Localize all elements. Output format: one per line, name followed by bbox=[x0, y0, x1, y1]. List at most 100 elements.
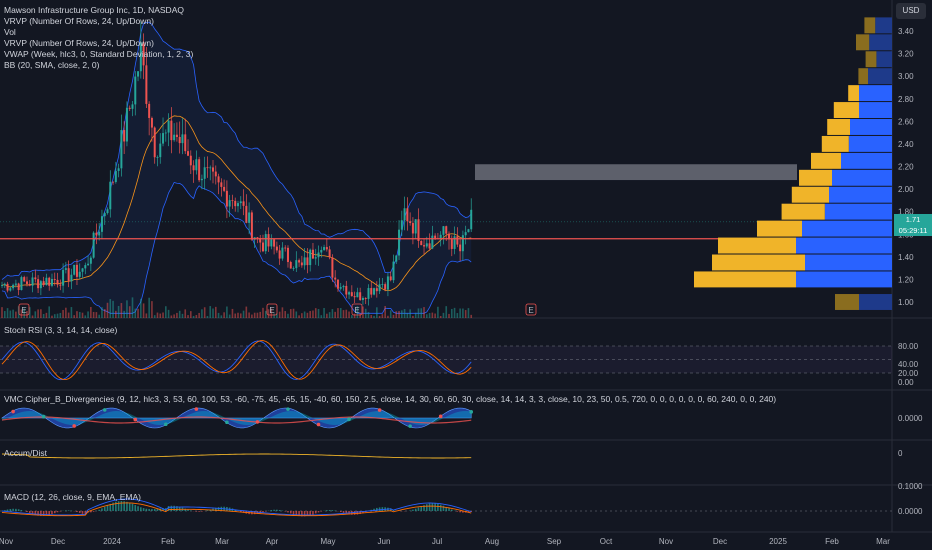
macd-label[interactable]: MACD (12, 26, close, 9, EMA, EMA) bbox=[4, 492, 141, 502]
candle-body bbox=[411, 223, 414, 234]
volume-bar bbox=[181, 313, 184, 318]
candle-body bbox=[164, 132, 167, 134]
volume-bar bbox=[409, 309, 411, 318]
candle-body bbox=[434, 235, 437, 239]
candle-body bbox=[112, 181, 115, 183]
candle-body bbox=[145, 65, 148, 104]
volume-bar bbox=[450, 308, 453, 318]
macd-histogram-bar bbox=[51, 511, 53, 515]
vmc-label[interactable]: VMC Cipher_B_Divergencies (9, 12, hlc3, … bbox=[4, 394, 777, 404]
volume-bar bbox=[270, 308, 273, 318]
candle-body bbox=[467, 229, 470, 233]
macd-histogram-bar bbox=[462, 511, 464, 513]
volume-bar bbox=[273, 313, 275, 318]
candle-body bbox=[248, 212, 251, 223]
volume-bar bbox=[165, 306, 167, 318]
vmc-signal-dot bbox=[11, 409, 15, 414]
volume-profile-up-bar bbox=[875, 17, 892, 34]
earnings-marker bbox=[266, 303, 278, 316]
volume-bar bbox=[15, 311, 17, 318]
volume-bar bbox=[242, 310, 245, 318]
candle-body bbox=[131, 104, 134, 109]
accum-dist-label[interactable]: Accum/Dist bbox=[4, 448, 47, 458]
volume-bar bbox=[373, 315, 375, 318]
stoch-rsi-label[interactable]: Stoch RSI (3, 3, 14, 14, close) bbox=[4, 325, 118, 335]
macd-histogram-bar bbox=[106, 505, 109, 511]
indicator-label-vol[interactable]: Vol bbox=[4, 27, 16, 37]
volume-bar bbox=[259, 311, 262, 318]
volume-profile-up-bar bbox=[850, 119, 892, 135]
macd-histogram-bar bbox=[442, 505, 445, 511]
volume-bar bbox=[376, 307, 378, 318]
volume-bar bbox=[412, 315, 414, 318]
candle-body bbox=[39, 281, 42, 289]
candle-body bbox=[81, 268, 84, 272]
macd-histogram-bar bbox=[101, 508, 103, 511]
candle-body bbox=[67, 268, 70, 282]
macd-histogram-bar bbox=[37, 511, 39, 516]
macd-histogram-bar bbox=[434, 503, 436, 511]
indicator-label-vwap[interactable]: VWAP (Week, hlc3, 0, Standard Deviation,… bbox=[4, 49, 194, 59]
volume-bar bbox=[370, 315, 373, 318]
macd-histogram-bar bbox=[45, 511, 48, 516]
candle-body bbox=[9, 288, 12, 291]
volume-profile-down-bar bbox=[848, 85, 859, 102]
macd-histogram-bar bbox=[214, 507, 217, 511]
volume-bar bbox=[62, 310, 64, 318]
macd-histogram-bar bbox=[153, 508, 156, 511]
volume-bar bbox=[445, 306, 448, 318]
volume-bar bbox=[167, 309, 170, 318]
price-tick-label: 1.00 bbox=[898, 298, 914, 307]
macd-histogram-bar bbox=[309, 511, 311, 516]
indicator-label-vrvp-2[interactable]: VRVP (Number Of Rows, 24, Up/Down) bbox=[4, 38, 154, 48]
macd-histogram-bar bbox=[459, 511, 461, 513]
volume-bar bbox=[203, 307, 206, 318]
macd-histogram-bar bbox=[134, 505, 137, 511]
volume-bar bbox=[131, 297, 134, 318]
indicator-label-bb[interactable]: BB (20, SMA, close, 2, 0) bbox=[4, 60, 100, 70]
macd-histogram-bar bbox=[112, 502, 114, 511]
volume-bar bbox=[217, 312, 220, 318]
accum-dist-line bbox=[1, 453, 472, 459]
candle-body bbox=[392, 261, 395, 281]
volume-profile-up-bar bbox=[848, 135, 892, 152]
volume-profile-down-bar bbox=[827, 119, 850, 135]
candle-body bbox=[270, 239, 273, 247]
volume-bar bbox=[1, 307, 3, 318]
macd-histogram-bar bbox=[170, 505, 173, 511]
currency-button[interactable]: USD bbox=[896, 3, 926, 19]
macd-histogram-bar bbox=[76, 511, 78, 513]
macd-histogram-bar bbox=[20, 509, 23, 511]
time-tick-label: Feb bbox=[825, 537, 839, 546]
candle-body bbox=[300, 262, 303, 266]
macd-histogram-bar bbox=[428, 503, 431, 511]
volume-bar bbox=[276, 313, 278, 318]
candle-body bbox=[225, 190, 228, 207]
candle-body bbox=[398, 229, 401, 256]
volume-bar bbox=[184, 309, 187, 318]
candle-body bbox=[395, 255, 398, 262]
volume-bar bbox=[128, 306, 131, 318]
vmc-signal-dot bbox=[72, 424, 76, 428]
volume-bar bbox=[284, 311, 286, 318]
volume-profile-up-bar bbox=[859, 294, 892, 310]
candle-body bbox=[439, 234, 442, 239]
indicator-label-vrvp-1[interactable]: VRVP (Number Of Rows, 24, Up/Down) bbox=[4, 16, 154, 26]
vmc-signal-dot bbox=[438, 414, 443, 419]
volume-bar bbox=[45, 312, 48, 318]
volume-bar bbox=[103, 309, 106, 318]
vmc-signal-dot bbox=[408, 424, 412, 428]
volume-bar bbox=[239, 313, 242, 318]
candle-body bbox=[245, 205, 248, 223]
volume-profile-down-bar bbox=[712, 254, 805, 271]
macd-histogram-bar bbox=[92, 511, 95, 512]
candle-body bbox=[109, 181, 112, 210]
candle-body bbox=[159, 143, 162, 158]
volume-bar bbox=[367, 312, 370, 318]
macd-histogram-bar bbox=[373, 508, 375, 511]
vmc-money-flow bbox=[1, 416, 472, 424]
candle-body bbox=[70, 274, 73, 282]
volume-bar bbox=[334, 311, 336, 318]
time-tick-label: Apr bbox=[266, 537, 279, 546]
